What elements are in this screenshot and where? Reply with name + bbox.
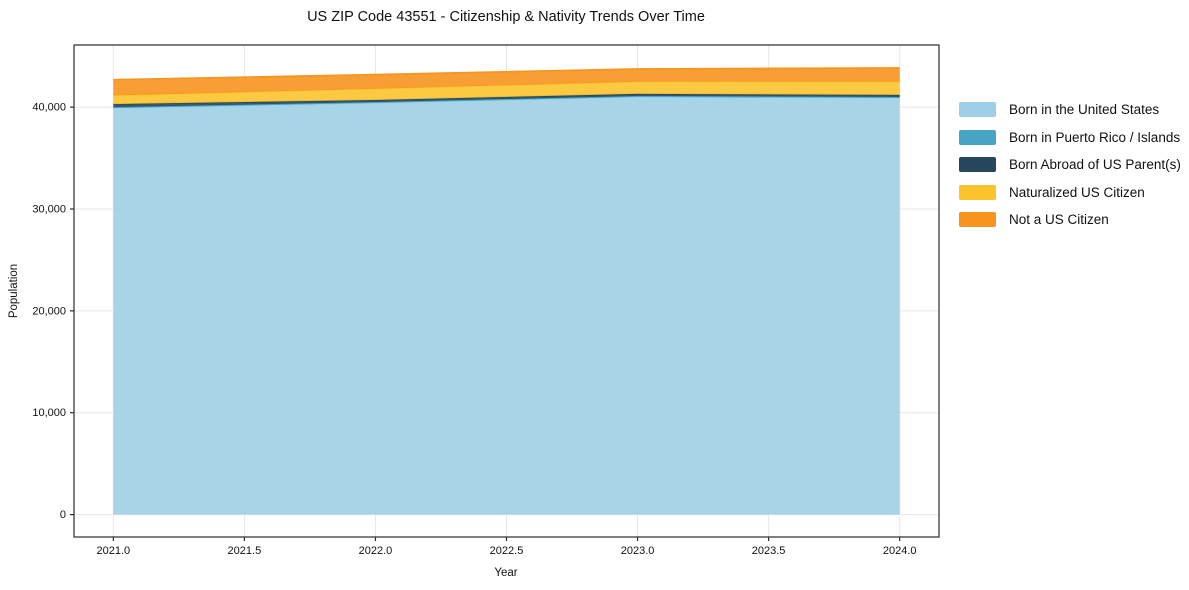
legend-item: Naturalized US Citizen: [959, 184, 1181, 200]
legend-label: Born Abroad of US Parent(s): [1009, 157, 1181, 172]
y-tick-label: 30,000: [32, 204, 66, 216]
x-tick-label: 2022.5: [490, 545, 524, 557]
x-tick-label: 2023.5: [752, 545, 786, 557]
x-tick-label: 2021.0: [96, 545, 130, 557]
legend-item: Born Abroad of US Parent(s): [959, 157, 1181, 172]
y-tick-label: 40,000: [32, 102, 66, 114]
legend-label: Naturalized US Citizen: [1009, 184, 1145, 200]
area-series-0: [113, 96, 900, 515]
area-series-4-edge: [113, 67, 900, 81]
legend-swatch-icon: [959, 157, 996, 172]
legend-swatch-icon: [959, 212, 996, 227]
x-tick-label: 2024.0: [883, 545, 917, 557]
legend-swatch-icon: [959, 102, 996, 117]
area-series-4: [113, 67, 900, 96]
y-tick-label: 10,000: [32, 407, 66, 419]
chart-title: US ZIP Code 43551 - Citizenship & Nativi…: [307, 9, 705, 25]
x-tick-label: 2022.0: [359, 545, 393, 557]
x-tick-label: 2023.0: [621, 545, 655, 557]
y-tick-label: 0: [60, 509, 66, 521]
legend-item: Born in the United States: [959, 102, 1181, 117]
legend-swatch-icon: [959, 129, 996, 145]
y-tick-label: 20,000: [32, 305, 66, 317]
legend-item: Born in Puerto Rico / Islands: [959, 129, 1181, 145]
legend-item: Not a US Citizen: [959, 212, 1181, 227]
x-axis-label: Year: [494, 567, 518, 579]
x-tick-label: 2021.5: [228, 545, 262, 557]
legend-label: Born in the United States: [1009, 102, 1160, 117]
legend-label: Born in Puerto Rico / Islands: [1009, 129, 1181, 145]
legend-label: Not a US Citizen: [1009, 212, 1109, 227]
legend: Born in the United States Born in Puerto …: [959, 102, 1181, 227]
area-series-3: [113, 81, 900, 105]
legend-swatch-icon: [959, 184, 996, 200]
